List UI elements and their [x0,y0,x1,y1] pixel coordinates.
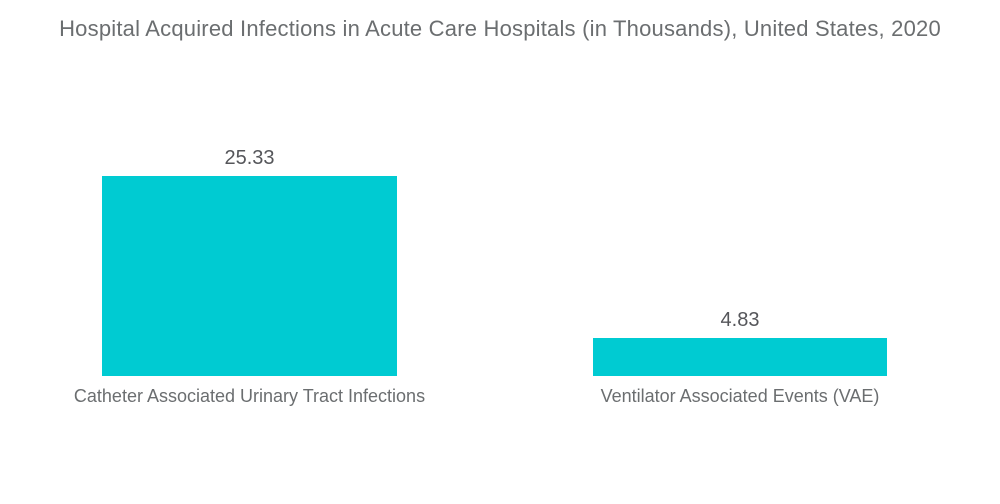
bar-value-label: 25.33 [224,147,275,169]
bar-category-label: Ventilator Associated Events (VAE) [600,386,880,406]
bar-cauti [102,176,397,376]
chart-title: Hospital Acquired Infections in Acute Ca… [59,16,941,41]
bar-vae [593,338,887,376]
bar-category-label: Catheter Associated Urinary Tract Infect… [73,386,426,406]
bar-value-label: 4.83 [720,309,760,331]
bar-group-vae: 4.83 Ventilator Associated Events (VAE) [593,309,887,406]
bar-group-cauti: 25.33 Catheter Associated Urinary Tract … [74,147,425,406]
